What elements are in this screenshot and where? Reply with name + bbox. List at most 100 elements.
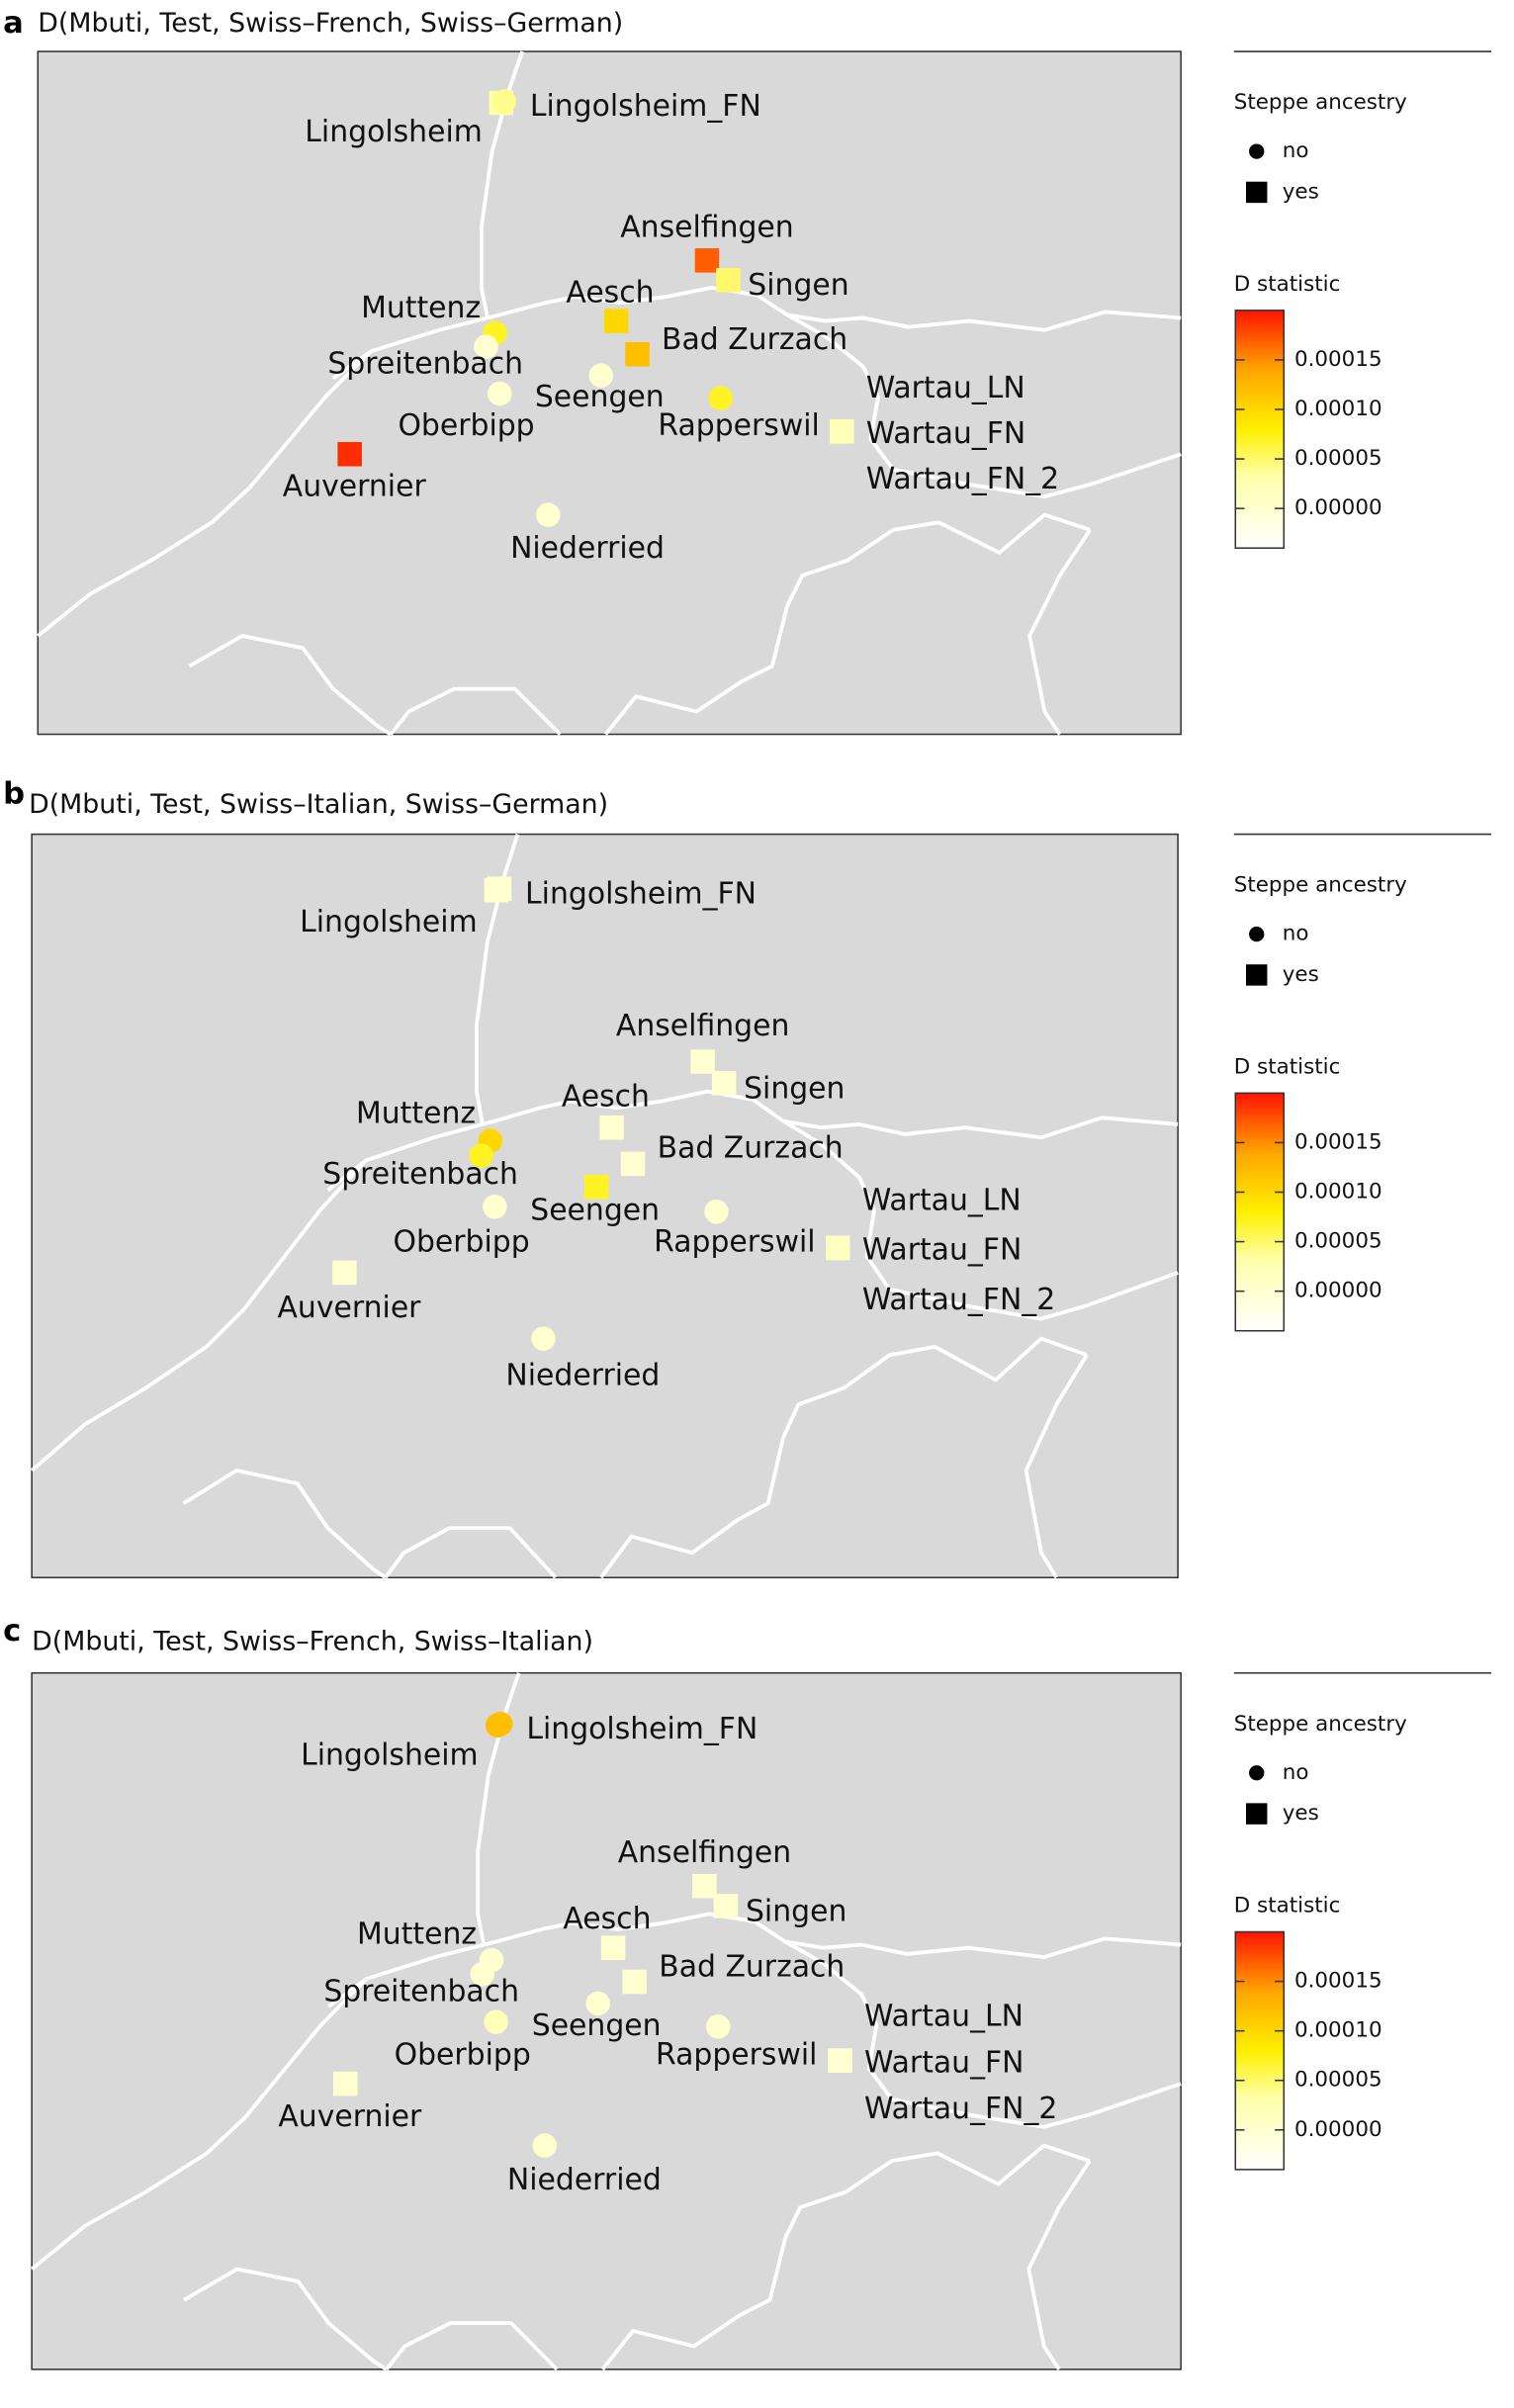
site-marker xyxy=(708,386,734,410)
site-label: Lingolsheim xyxy=(305,115,483,149)
site-label: Bad Zurzach xyxy=(662,322,847,357)
panel-label: a xyxy=(3,6,24,41)
site-label: Seengen xyxy=(532,2008,662,2043)
site-label: Auvernier xyxy=(278,1291,422,1325)
panel: a D(Mbuti, Test, Swiss–French, Swiss–Germ… xyxy=(3,6,1492,737)
border-line xyxy=(603,512,1091,736)
border-line xyxy=(37,349,373,638)
site-label: Anselfingen xyxy=(616,1009,789,1043)
colorbar-tick-label: 0.00000 xyxy=(1294,2117,1382,2142)
legend-title: Steppe ancestry xyxy=(1234,1712,1407,1737)
site-label: Niederried xyxy=(505,1358,660,1392)
colorbar-tick-label: 0.00000 xyxy=(1294,1279,1382,1303)
site-marker xyxy=(588,363,614,388)
site-label: Lingolsheim xyxy=(300,905,478,939)
colorbar-tick-label: 0.00005 xyxy=(1294,2068,1382,2093)
colorbar-tick-label: 0.00010 xyxy=(1294,1180,1382,1204)
site-marker xyxy=(692,1873,717,1899)
colorbar xyxy=(1234,1930,1286,2171)
site-label: Wartau_FN xyxy=(862,1233,1022,1268)
site-marker xyxy=(488,1711,513,1737)
border-line xyxy=(30,1159,368,1472)
site-marker xyxy=(491,89,517,114)
border-line xyxy=(1026,2160,1092,2371)
border-line xyxy=(782,1118,1179,1321)
colorbar-tick-label: 0.00010 xyxy=(1294,397,1382,421)
site-label: Lingolsheim_FN xyxy=(525,877,757,912)
legend-symbol xyxy=(1246,181,1268,204)
site-label: Spreitenbach xyxy=(323,1974,519,2008)
site-marker xyxy=(535,502,561,527)
colorbar-tick-label: 0.00005 xyxy=(1294,446,1382,471)
site-marker xyxy=(469,1143,493,1168)
site-label: Aesch xyxy=(566,276,654,311)
site-marker xyxy=(332,1260,357,1286)
site-label: Muttenz xyxy=(361,291,481,325)
border-line xyxy=(188,634,393,737)
site-marker xyxy=(706,2014,731,2039)
site-label: Auvernier xyxy=(283,469,427,503)
site-marker xyxy=(483,1194,507,1219)
site-marker xyxy=(583,1174,609,1200)
colorbar-tick-label: 0.00010 xyxy=(1294,2018,1382,2043)
site-label: Aesch xyxy=(562,1080,650,1115)
border-line xyxy=(476,1672,521,1945)
site-label: Oberbipp xyxy=(395,2037,531,2072)
site-marker xyxy=(622,1969,647,1995)
site-label: Anselfingen xyxy=(618,1835,791,1870)
map-frame xyxy=(31,1671,1182,2370)
site-label: Rapperswil xyxy=(656,2037,817,2072)
site-label: Wartau_LN xyxy=(866,371,1025,405)
site-label: Auvernier xyxy=(278,2099,422,2134)
legend-label: yes xyxy=(1283,962,1319,987)
site-marker xyxy=(711,1070,737,1096)
site-label: Wartau_LN xyxy=(862,1184,1022,1218)
colorbar-tick-label: 0.00015 xyxy=(1294,1129,1382,1154)
site-marker xyxy=(704,1199,729,1224)
legend-symbol xyxy=(1249,926,1265,942)
legend-label: yes xyxy=(1283,179,1319,204)
site-marker xyxy=(713,1894,739,1918)
site-marker xyxy=(826,1235,850,1261)
panel-label: b xyxy=(3,776,25,811)
site-label: Bad Zurzach xyxy=(658,1130,844,1165)
legend-title: D statistic xyxy=(1234,272,1341,297)
panel: b D(Mbuti, Test, Swiss–Italian, Swiss–Ger… xyxy=(3,776,1492,1579)
site-marker xyxy=(829,419,854,444)
border-line xyxy=(385,2321,559,2371)
legend-symbol xyxy=(1249,143,1265,159)
site-marker xyxy=(487,876,512,901)
site-marker xyxy=(531,1326,556,1351)
site-marker xyxy=(620,1151,646,1177)
site-label: Oberbipp xyxy=(398,408,534,443)
site-label: Spreitenbach xyxy=(327,346,523,381)
border-line xyxy=(389,686,562,736)
site-label: Spreitenbach xyxy=(322,1157,518,1192)
site-label: Wartau_LN xyxy=(864,1999,1024,2033)
site-label: Niederried xyxy=(507,2163,662,2197)
legend-symbol xyxy=(1246,964,1268,986)
site-marker xyxy=(585,1991,610,2016)
legend-title: Steppe ancestry xyxy=(1234,873,1407,898)
border-line xyxy=(786,312,1182,499)
site-marker xyxy=(332,2071,358,2096)
site-marker xyxy=(474,334,498,359)
site-label: Niederried xyxy=(510,531,665,566)
site-label: Rapperswil xyxy=(658,408,819,443)
border-line xyxy=(479,50,525,318)
site-label: Muttenz xyxy=(356,1096,476,1130)
map-frame xyxy=(37,50,1182,736)
legend-title: D statistic xyxy=(1234,1054,1341,1079)
colorbar-tick-label: 0.00015 xyxy=(1294,347,1382,372)
colorbar-tick-label: 0.00000 xyxy=(1294,495,1382,520)
site-marker xyxy=(484,2009,508,2034)
border-line xyxy=(183,2267,388,2371)
site-label: Wartau_FN xyxy=(864,2045,1024,2080)
site-label: Singen xyxy=(746,1894,846,1928)
site-marker xyxy=(470,1961,494,1987)
panel-label: c xyxy=(3,1614,21,1649)
site-marker xyxy=(487,381,512,406)
border-line xyxy=(326,1089,1179,1193)
border-line xyxy=(182,1469,387,1579)
